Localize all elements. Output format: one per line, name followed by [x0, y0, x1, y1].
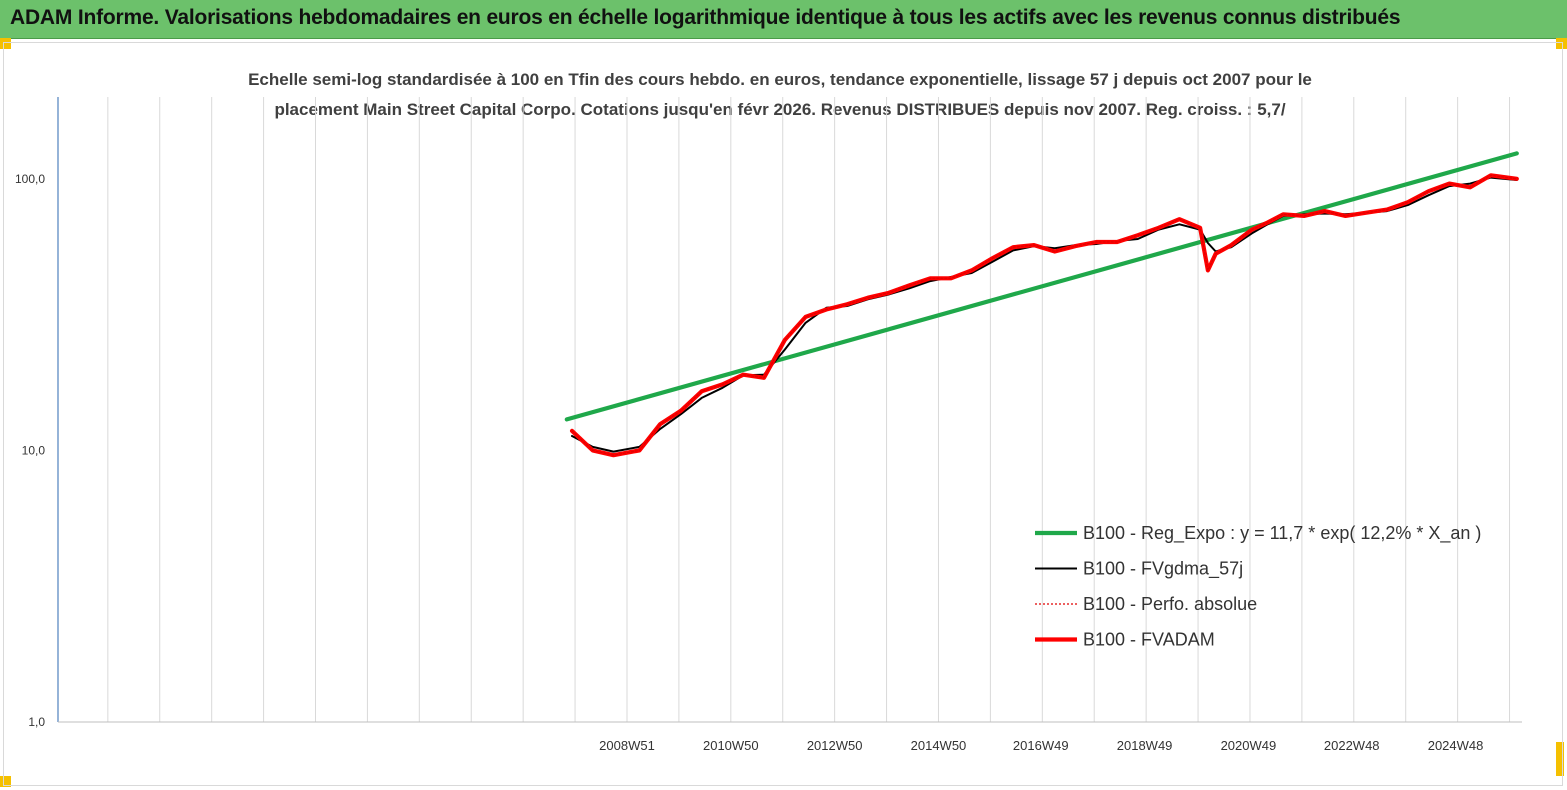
chart-subtitle-line-2: placement Main Street Capital Corpo. Cot…	[274, 100, 1285, 119]
banner-title: ADAM Informe. Valorisations hebdomadaire…	[10, 6, 1401, 29]
corner-marker-top-left	[0, 38, 11, 49]
series-line-2	[571, 176, 1518, 453]
legend: B100 - Reg_Expo : y = 11,7 * exp( 12,2% …	[1035, 523, 1481, 650]
series-line-3	[571, 174, 1518, 456]
x-tick-label: 2018W49	[1117, 738, 1173, 753]
corner-marker-bottom-right	[1556, 742, 1564, 776]
x-tick-label: 2022W48	[1324, 738, 1380, 753]
x-tick-label: 2008W51	[599, 738, 655, 753]
vertical-gridlines	[107, 97, 1511, 722]
x-tick-label: 2014W50	[911, 738, 967, 753]
axes: 1,0 10,0 100,0 2008W51 2010W50 2012W50 2014W50…	[15, 97, 1522, 753]
legend-label: B100 - FVADAM	[1083, 630, 1215, 650]
series-line-4	[569, 173, 1519, 458]
chart-frame	[3, 42, 1563, 786]
series-lines	[564, 151, 1519, 458]
x-tick-label: 2012W50	[807, 738, 863, 753]
legend-label: B100 - Reg_Expo : y = 11,7 * exp( 12,2% …	[1083, 523, 1481, 544]
y-tick-label: 10,0	[22, 443, 46, 457]
title-banner: ADAM Informe. Valorisations hebdomadaire…	[0, 0, 1567, 39]
chart-subtitle-line-1: Echelle semi-log standardisée à 100 en T…	[248, 70, 1312, 89]
x-tick-label: 2016W49	[1013, 738, 1069, 753]
y-tick-label: 1,0	[28, 715, 45, 729]
x-tick-label: 2024W48	[1428, 738, 1484, 753]
corner-marker-bottom-left	[0, 776, 11, 787]
legend-label: B100 - Perfo. absolue	[1083, 594, 1257, 614]
x-tick-label: 2010W50	[703, 738, 759, 753]
y-tick-label: 100,0	[15, 172, 45, 186]
x-tick-label: 2020W49	[1221, 738, 1277, 753]
series-line-1	[564, 151, 1519, 422]
corner-marker-top-right	[1556, 38, 1567, 49]
legend-label: B100 - FVgdma_57j	[1083, 559, 1243, 580]
